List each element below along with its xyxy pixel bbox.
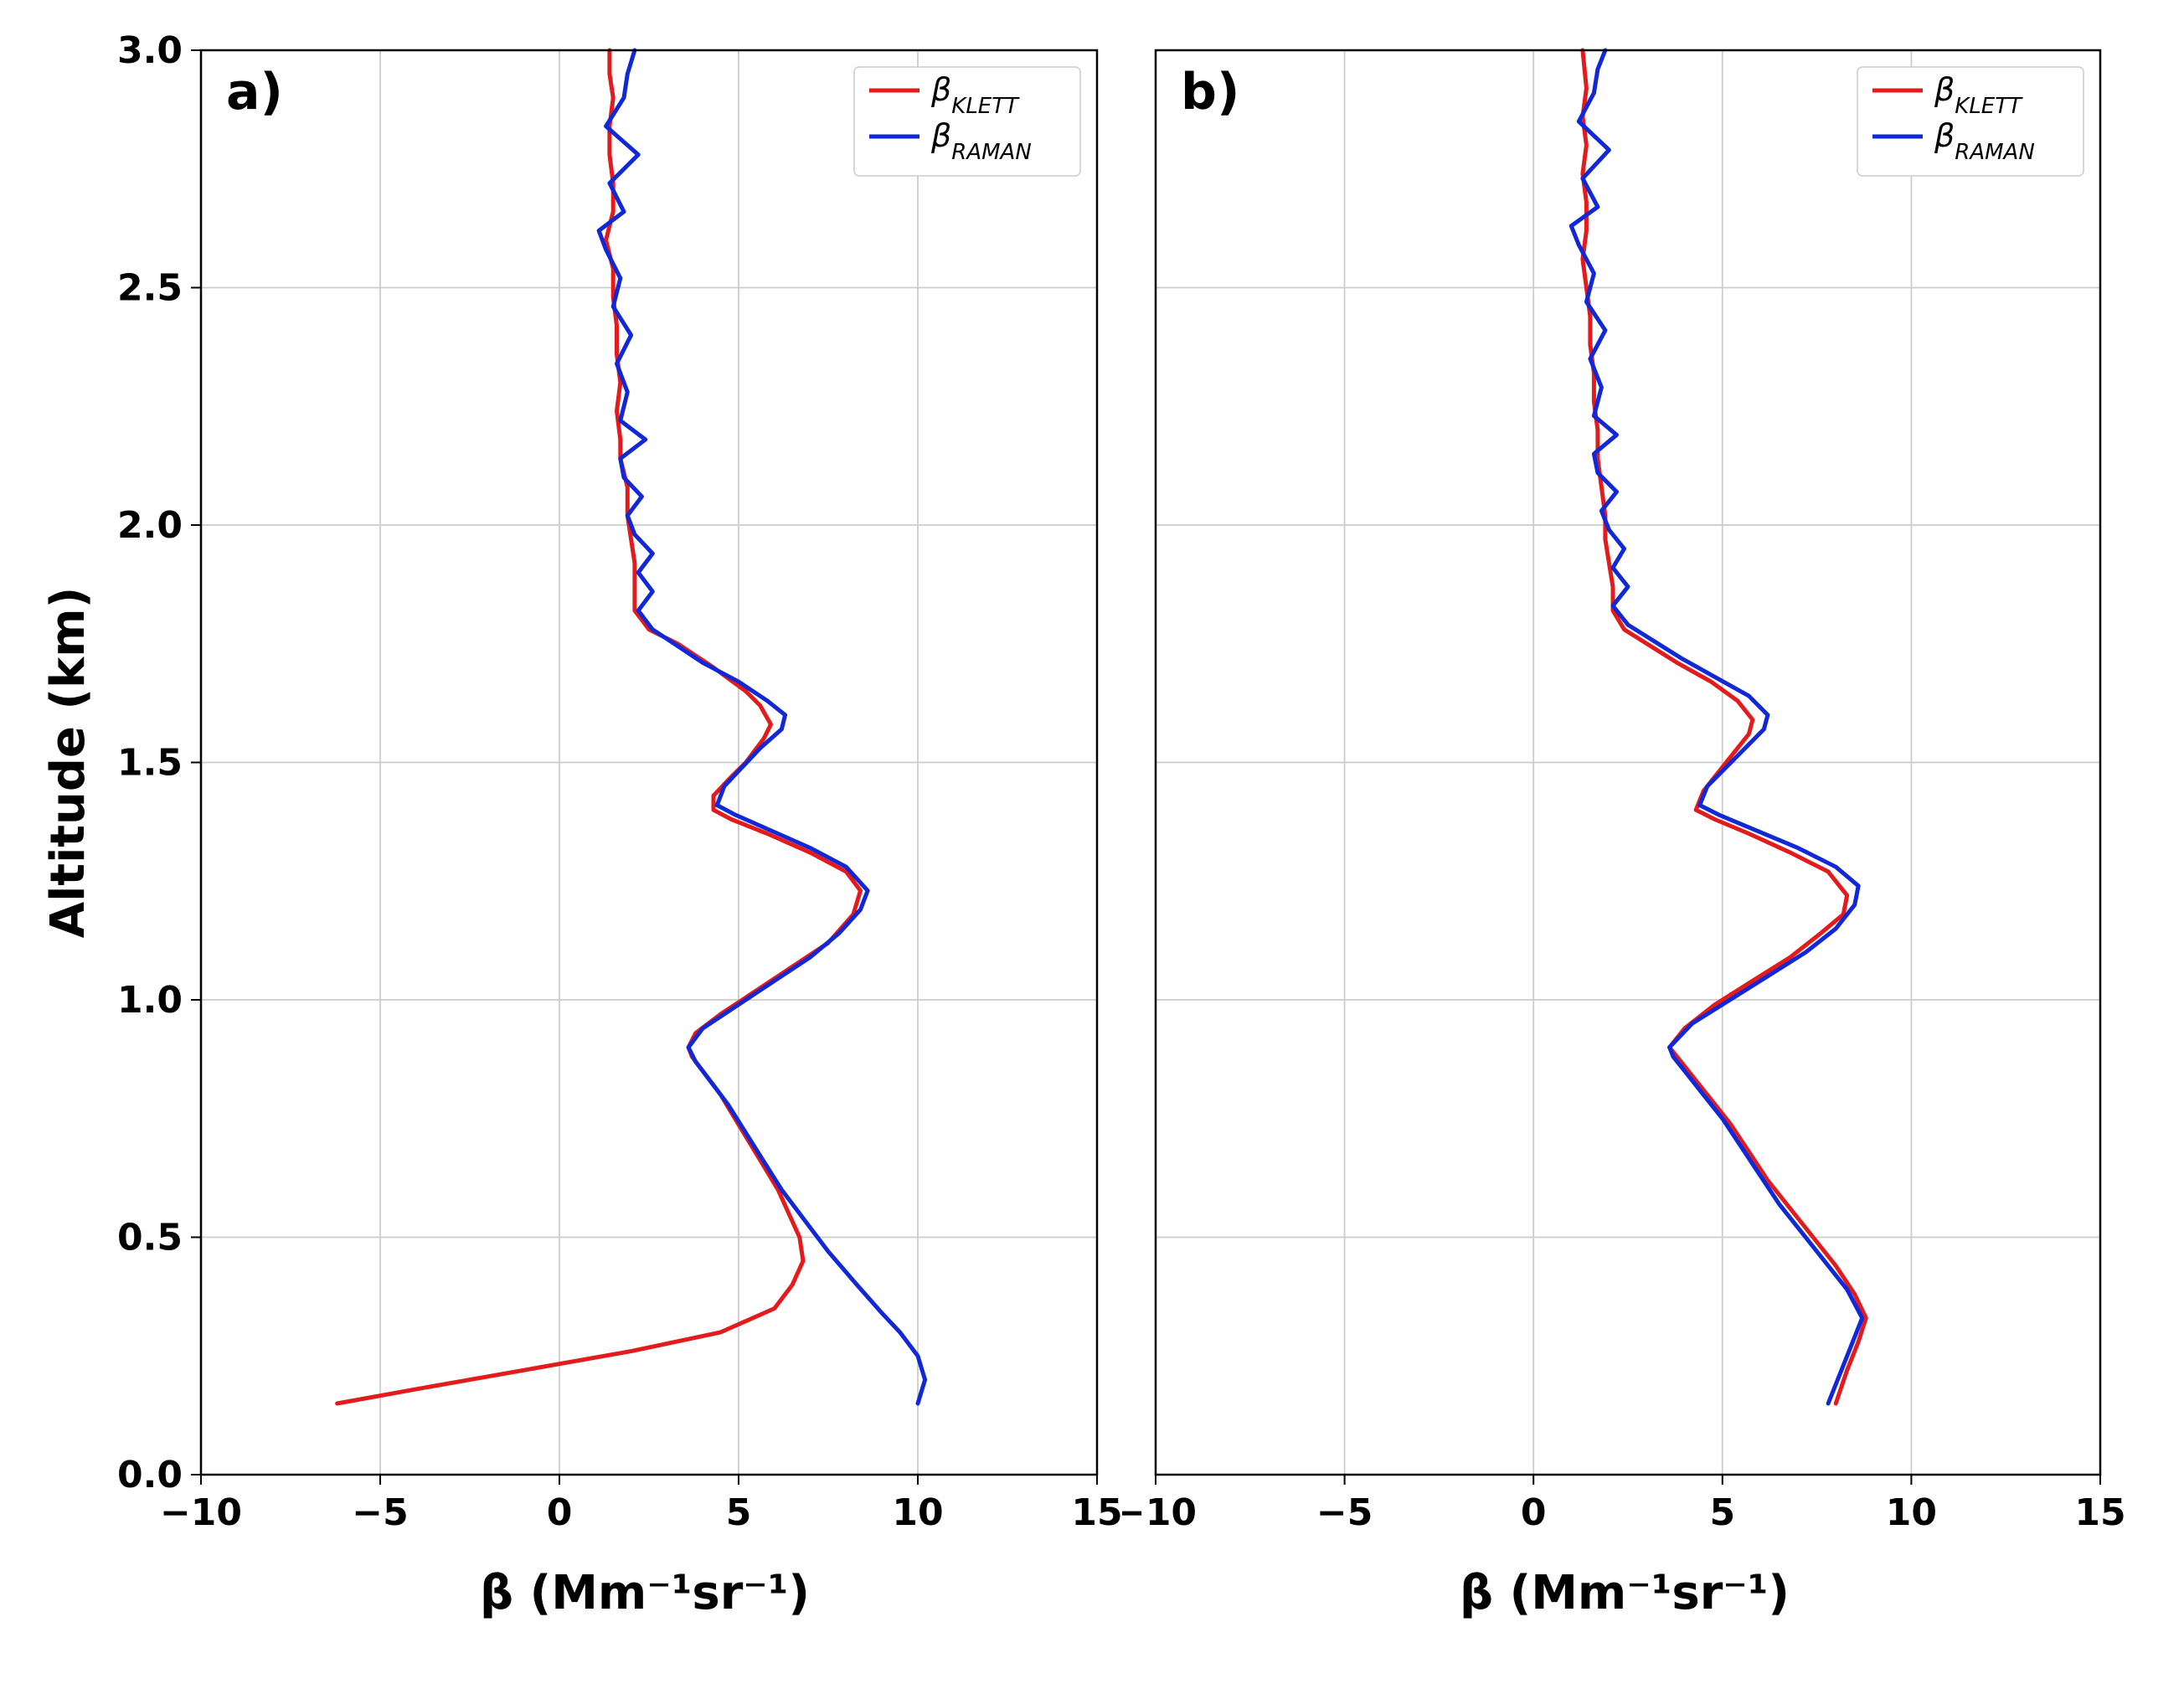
svg-text:0.5: 0.5: [117, 1217, 183, 1259]
svg-text:2.5: 2.5: [117, 267, 183, 310]
svg-text:5: 5: [1709, 1491, 1735, 1534]
svg-text:β (Mm⁻¹sr⁻¹): β (Mm⁻¹sr⁻¹): [480, 1566, 810, 1620]
panel-b-svg: −10−5051015b)βKLETTβRAMAN: [1122, 33, 2151, 1550]
svg-text:−10: −10: [1122, 1491, 1197, 1534]
svg-text:10: 10: [1886, 1491, 1937, 1534]
svg-text:10: 10: [892, 1491, 943, 1534]
svg-text:1.5: 1.5: [117, 742, 183, 785]
svg-text:15: 15: [1071, 1491, 1122, 1534]
figure: −10−50510150.00.51.01.52.02.53.0a)βKLETT…: [33, 33, 2151, 1651]
svg-text:2.0: 2.0: [117, 504, 183, 547]
svg-text:β (Mm⁻¹sr⁻¹): β (Mm⁻¹sr⁻¹): [1460, 1566, 1790, 1620]
panel-a-xlabel: β (Mm⁻¹sr⁻¹): [33, 1550, 1122, 1651]
svg-text:0: 0: [547, 1491, 573, 1534]
panel-b-xlabel: β (Mm⁻¹sr⁻¹): [1122, 1550, 2151, 1651]
svg-text:3.0: 3.0: [117, 33, 183, 72]
svg-text:0.0: 0.0: [117, 1454, 183, 1496]
y-axis-label: Altitude (km): [41, 587, 95, 938]
svg-text:15: 15: [2074, 1491, 2125, 1534]
svg-text:0: 0: [1521, 1491, 1547, 1534]
svg-text:−5: −5: [352, 1491, 408, 1534]
svg-text:1.0: 1.0: [117, 979, 183, 1022]
panel-a: −10−50510150.00.51.01.52.02.53.0a)βKLETT…: [33, 33, 1122, 1651]
panel-a-svg: −10−50510150.00.51.01.52.02.53.0a)βKLETT…: [33, 33, 1122, 1550]
panel-tag: a): [226, 63, 283, 121]
svg-text:−10: −10: [160, 1491, 242, 1534]
svg-text:5: 5: [726, 1491, 752, 1534]
svg-text:−5: −5: [1316, 1491, 1373, 1534]
panel-tag: b): [1181, 63, 1239, 121]
panel-b: −10−5051015b)βKLETTβRAMAN β (Mm⁻¹sr⁻¹): [1122, 33, 2151, 1651]
